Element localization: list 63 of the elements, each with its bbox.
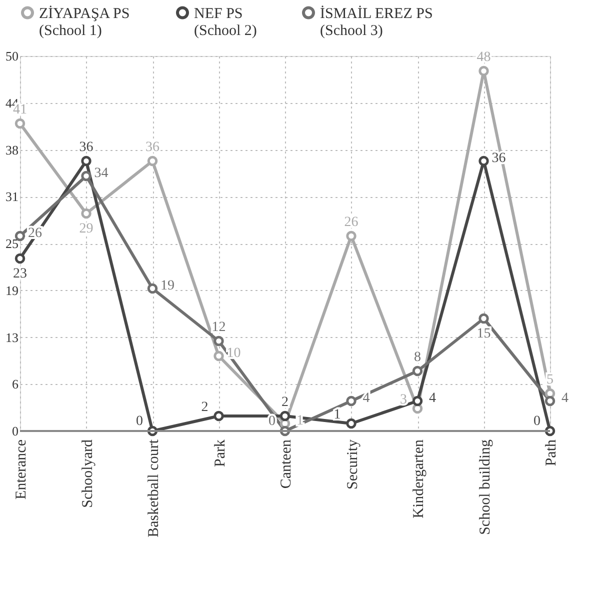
- y-tick-label: 50: [6, 48, 18, 64]
- point: [14, 118, 26, 129]
- x-tick-label: Basketball court: [146, 438, 162, 538]
- legend-label: NEF PS (School 2): [194, 6, 257, 39]
- data-label: 8: [414, 350, 421, 365]
- point: [412, 396, 423, 406]
- data-label: 36: [146, 140, 160, 155]
- x-tick-label: Park: [212, 439, 228, 467]
- data-label: 2: [282, 395, 288, 410]
- point: [81, 170, 92, 182]
- point: [478, 66, 489, 76]
- data-label: 36: [79, 140, 94, 155]
- x-tick-label: Enterance: [14, 439, 30, 500]
- data-label: 15: [476, 326, 491, 342]
- data-label: 2: [201, 400, 208, 415]
- data-label: 0: [136, 414, 143, 429]
- point: [14, 253, 26, 264]
- point: [346, 396, 356, 406]
- data-label: 19: [160, 278, 174, 294]
- point: [147, 283, 158, 294]
- y-tick-label: 6: [12, 376, 19, 392]
- legend-label: İSMAİL EREZ PS (School 3): [320, 4, 433, 39]
- point: [478, 156, 489, 166]
- data-label: 10: [226, 346, 241, 361]
- point: [214, 410, 224, 422]
- data-label: 48: [476, 50, 491, 65]
- point: [544, 396, 556, 406]
- point: [280, 410, 290, 422]
- x-tick-label: Schoolyard: [80, 439, 96, 508]
- x-tick-label: Security: [344, 439, 361, 490]
- point: [412, 366, 423, 376]
- legend-label: ZİYAPAŞA PS (School 1): [39, 4, 130, 39]
- y-tick-label: 25: [6, 236, 18, 251]
- point: [478, 313, 489, 324]
- data-label: 29: [79, 222, 94, 236]
- point: [346, 230, 356, 242]
- point: [544, 426, 556, 436]
- y-tick-label: 31: [6, 189, 18, 204]
- data-label: 23: [13, 266, 27, 282]
- x-tick-label: Path: [544, 439, 560, 466]
- point: [81, 208, 92, 219]
- data-label: 12: [212, 320, 226, 335]
- point: [214, 336, 224, 346]
- point: [346, 418, 356, 429]
- x-tick-label: School building: [477, 439, 494, 535]
- point: [214, 350, 224, 362]
- point: [147, 156, 158, 166]
- data-label: 4: [562, 391, 568, 406]
- data-label: 3: [400, 392, 407, 408]
- data-label: 1: [296, 414, 304, 428]
- x-tick-label: Kindergarten: [411, 439, 427, 518]
- data-label: 0: [534, 414, 540, 429]
- y-tick-label: 0: [12, 424, 18, 438]
- data-label: 34: [94, 166, 108, 181]
- point: [81, 156, 92, 166]
- data-label: 1: [334, 408, 341, 422]
- x-tick-label: Canteen: [278, 439, 294, 489]
- y-tick-label: 19: [6, 282, 18, 298]
- y-tick-label: 13: [6, 330, 18, 345]
- data-label: 36: [492, 151, 506, 166]
- y-tick-label: 38: [6, 142, 18, 158]
- data-label: 4: [429, 391, 436, 406]
- data-label: 26: [344, 215, 358, 230]
